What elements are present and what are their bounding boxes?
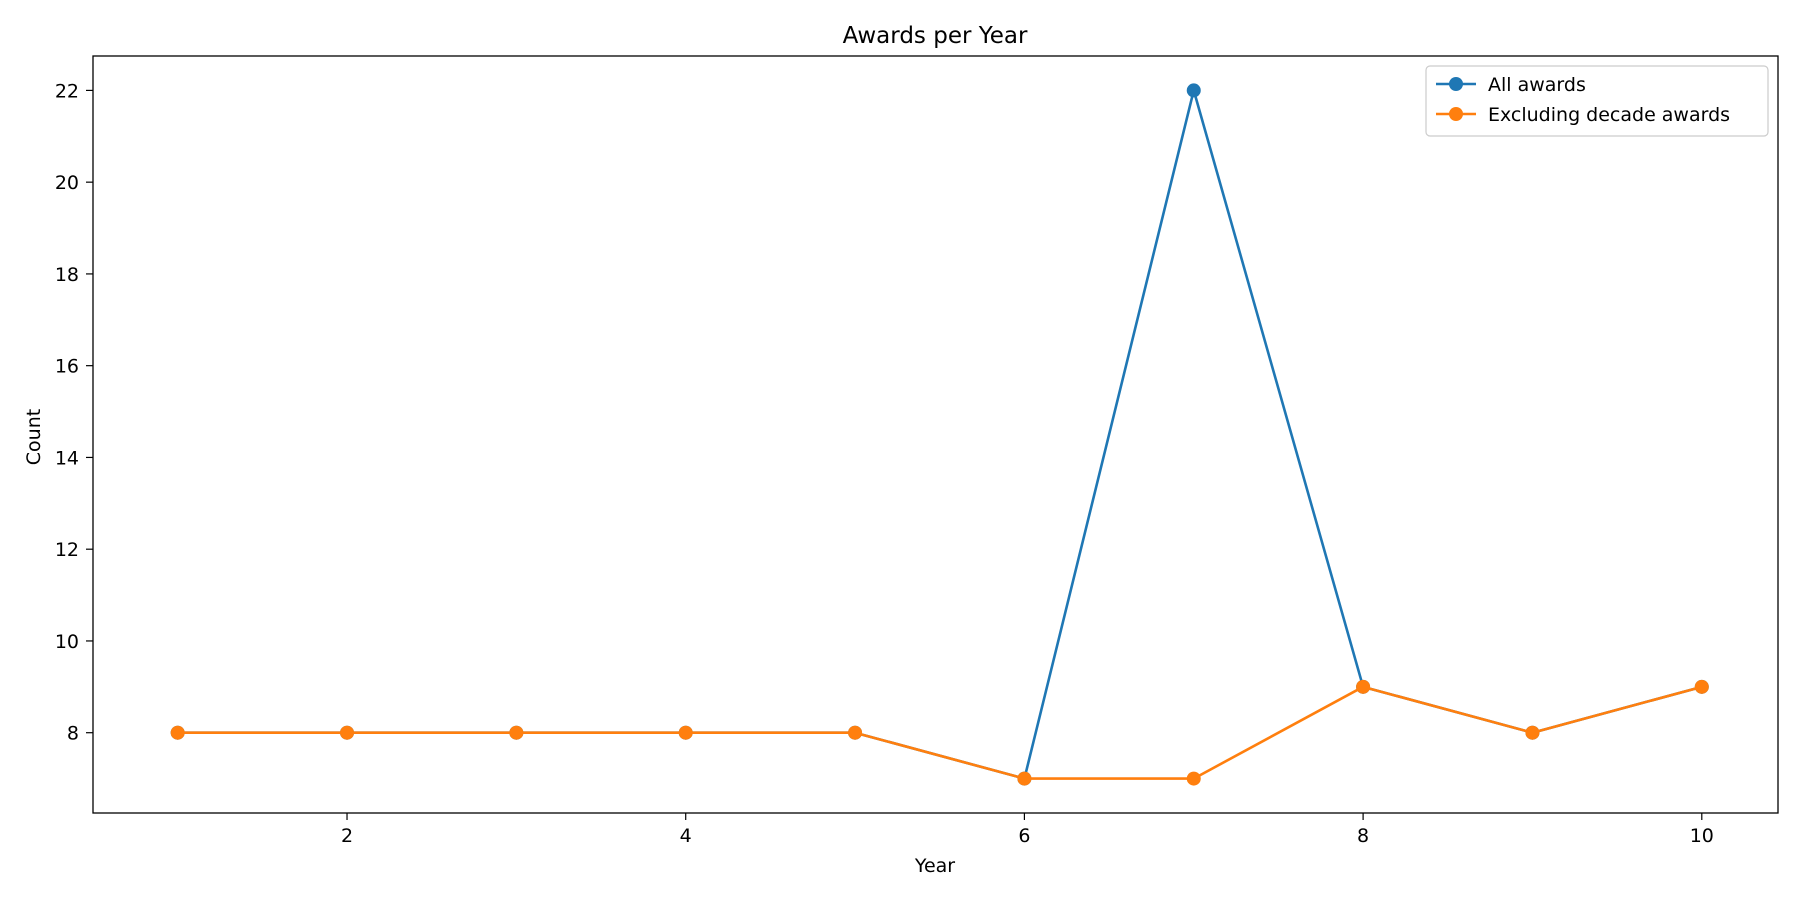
plot-frame [92, 55, 1779, 814]
series-2-point [1356, 679, 1371, 694]
x-tick-label: 6 [1018, 825, 1030, 847]
x-tick-label: 8 [1357, 825, 1369, 847]
legend-swatch-marker [1449, 77, 1463, 91]
plot-area: 2 4 6 8 10 8 10 12 14 16 18 20 22 [55, 55, 1779, 847]
series-1-point [1186, 83, 1201, 98]
y-tick-label: 8 [67, 723, 79, 745]
y-tick-label: 10 [55, 631, 79, 653]
chart-title: Awards per Year [843, 23, 1028, 49]
legend-label: Excluding decade awards [1488, 104, 1730, 126]
y-tick-label: 16 [55, 356, 79, 378]
series-2-point [1017, 771, 1032, 786]
legend-swatch-marker [1449, 107, 1463, 121]
y-tick-label: 20 [55, 172, 79, 194]
y-tick-label: 18 [55, 264, 79, 286]
series-2-point [678, 725, 693, 740]
series-2-point [848, 725, 863, 740]
x-axis-title: Year [914, 855, 955, 877]
series-2-line [176, 685, 1704, 780]
x-tick-label: 2 [341, 825, 353, 847]
series-2-point [1525, 725, 1540, 740]
series-2-point [509, 725, 524, 740]
series-2-point [1694, 679, 1709, 694]
legend: All awards Excluding decade awards [1425, 65, 1769, 137]
y-tick-label: 12 [55, 539, 79, 561]
y-tick-label: 14 [55, 447, 79, 469]
y-axis-title: Count [23, 409, 45, 465]
legend-box [1425, 65, 1769, 137]
x-tick-label: 4 [680, 825, 692, 847]
y-tick-label: 22 [55, 80, 79, 102]
series-2-point [1186, 771, 1201, 786]
legend-label: All awards [1488, 74, 1586, 96]
series-2-point [170, 725, 185, 740]
series-2-point [340, 725, 355, 740]
x-tick-label: 10 [1690, 825, 1714, 847]
